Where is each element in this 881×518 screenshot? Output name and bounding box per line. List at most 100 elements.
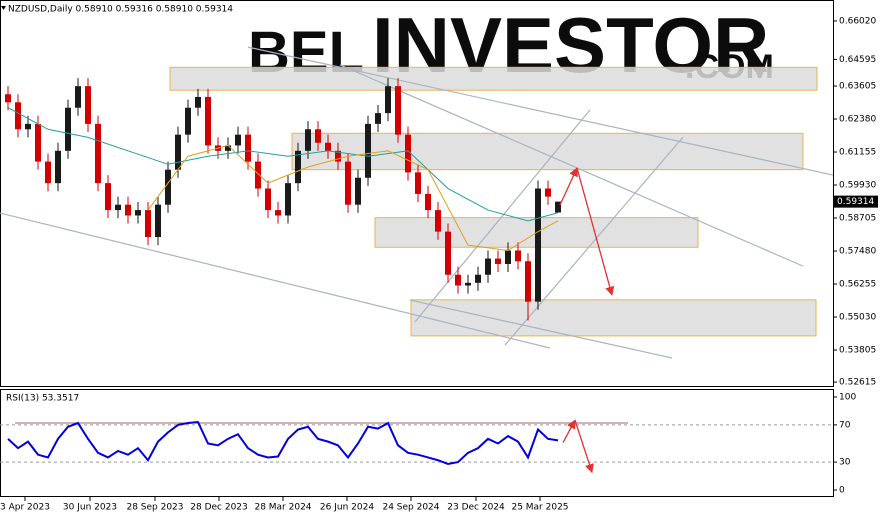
candle-body xyxy=(305,129,311,151)
trend-line xyxy=(409,299,673,359)
x-tick-label: 26 Jun 2024 xyxy=(320,503,374,513)
candle-body xyxy=(25,123,31,130)
trend-line xyxy=(247,46,834,176)
candle-body xyxy=(35,123,41,162)
y-tick-label: 0.59930 xyxy=(839,181,876,191)
x-tick-label: 28 Dec 2023 xyxy=(190,503,248,513)
candle-body xyxy=(455,274,461,286)
forecast-arrow xyxy=(562,419,576,443)
candle-body xyxy=(15,102,21,130)
candle-body xyxy=(345,161,351,205)
y-tick-label: 0.52615 xyxy=(839,378,876,388)
y-tick-label: 70 xyxy=(839,420,851,430)
candle-body xyxy=(515,250,521,262)
candle-body xyxy=(115,204,121,211)
y-tick-label: 0.53805 xyxy=(839,346,876,356)
candle-body xyxy=(445,231,451,275)
candle-body xyxy=(225,145,231,151)
x-tick-label: 24 Sep 2024 xyxy=(382,503,439,513)
trend-line xyxy=(414,109,591,323)
trend-line xyxy=(0,212,551,349)
x-tick-label: 23 Dec 2024 xyxy=(447,503,505,513)
forecast-arrow xyxy=(559,167,578,206)
y-tick-label: 0.66020 xyxy=(839,16,876,26)
candle-body xyxy=(275,210,281,216)
candle-body xyxy=(505,250,511,264)
candle-body xyxy=(125,204,131,216)
candle-body xyxy=(535,188,541,302)
trend-line xyxy=(339,64,804,267)
candle-body xyxy=(485,258,491,275)
candle-body xyxy=(185,107,191,135)
y-tick-label: 30 xyxy=(839,458,851,468)
candle-body xyxy=(415,172,421,194)
candle-body xyxy=(475,274,481,283)
trend-line xyxy=(504,136,684,346)
candle-body xyxy=(85,86,91,124)
candle-body xyxy=(405,134,411,173)
y-tick-label: 0.63605 xyxy=(839,82,876,92)
y-tick-label: 0.56255 xyxy=(839,280,876,290)
candle-body xyxy=(365,123,371,178)
candle-body xyxy=(555,201,561,213)
candle-body xyxy=(155,204,161,238)
forecast-arrow xyxy=(576,167,615,296)
title-marker xyxy=(1,6,6,10)
candle-body xyxy=(145,210,151,238)
candle-body xyxy=(385,86,391,114)
x-tick-label: 25 Mar 2025 xyxy=(511,503,568,513)
forecast-arrow xyxy=(574,420,594,474)
candle-body xyxy=(355,177,361,205)
candle-body xyxy=(235,134,241,146)
candle-body xyxy=(135,210,141,216)
candle-body xyxy=(295,150,301,184)
rsi-frame xyxy=(0,389,834,497)
candle-body xyxy=(465,282,471,286)
candle-body xyxy=(545,188,551,197)
candle-body xyxy=(95,123,101,184)
candle-body xyxy=(265,188,271,211)
y-tick-label: 0.55030 xyxy=(839,313,876,323)
candle-body xyxy=(285,183,291,216)
candle-body xyxy=(105,183,111,211)
rsi-title: RSI(13) 53.3517 xyxy=(6,394,79,404)
candle-body xyxy=(325,142,331,151)
x-tick-label: 28 Mar 2024 xyxy=(254,503,311,513)
x-tick-label: 30 Jun 2023 xyxy=(63,503,117,513)
y-tick-label: 0.61155 xyxy=(839,148,876,158)
candle-body xyxy=(175,134,181,170)
candle-body xyxy=(375,113,381,124)
candle-body xyxy=(495,258,501,264)
x-tick-label: 3 Apr 2023 xyxy=(0,503,50,513)
candle-body xyxy=(45,161,51,184)
y-tick-label: 0.57480 xyxy=(839,247,876,257)
zone xyxy=(291,132,804,171)
candle-body xyxy=(195,96,201,108)
y-tick-label: 0.58705 xyxy=(839,214,876,224)
chart-title: NZDUSD,Daily 0.58910 0.59316 0.58910 0.5… xyxy=(8,5,233,15)
zone xyxy=(410,299,817,337)
y-tick-label: 0.64595 xyxy=(839,55,876,65)
candle-body xyxy=(395,86,401,135)
candle-body xyxy=(165,169,171,205)
zone xyxy=(169,66,818,91)
candle-body xyxy=(525,261,531,302)
candle-body xyxy=(245,134,251,162)
candle-body xyxy=(315,129,321,143)
candle-body xyxy=(205,96,211,146)
y-tick-label: 0.62380 xyxy=(839,115,876,125)
y-tick-label: 0 xyxy=(839,486,845,496)
candle-body xyxy=(5,94,11,103)
last-price-label: 0.59314 xyxy=(837,197,874,207)
main-frame xyxy=(0,0,834,387)
candle-body xyxy=(425,193,431,211)
x-tick-label: 28 Sep 2023 xyxy=(126,503,183,513)
last-price-box xyxy=(834,195,878,208)
candle-body xyxy=(55,150,61,184)
y-tick-label: 100 xyxy=(839,392,856,402)
moving-average xyxy=(7,107,559,222)
candle-body xyxy=(65,107,71,151)
rsi-line xyxy=(7,421,559,466)
candle-body xyxy=(75,86,81,108)
candle-body xyxy=(435,210,441,232)
